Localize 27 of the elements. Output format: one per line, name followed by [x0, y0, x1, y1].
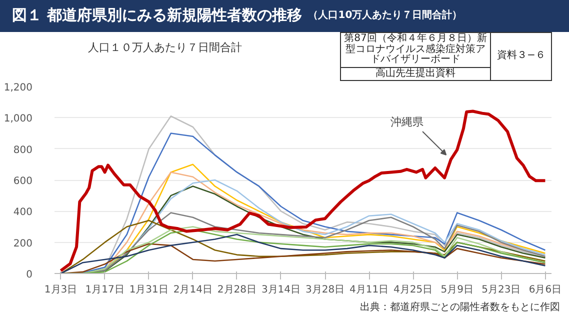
- y-tick-label: 400: [13, 207, 33, 218]
- chart-title: 図１ 都道府県別にみる新規陽性者数の推移: [11, 5, 302, 26]
- source-note: 出典：都道府県ごとの陽性者数をもとに作図: [359, 301, 560, 315]
- text: 第87回（令和４年６月８日）新型コロナウイルス感染症対策アドバイザリーボード: [340, 32, 490, 67]
- x-tick-label: 1月17日: [85, 284, 124, 296]
- x-tick-label: 4月11日: [350, 284, 389, 296]
- chart-subtitle: （人口10万人あたり７日間合計）: [307, 8, 462, 23]
- y-tick-label: 1,200: [4, 82, 33, 94]
- x-tick-label: 3月28日: [305, 284, 345, 296]
- y-tick-label: 0: [26, 270, 33, 280]
- x-tick-label: 1月31日: [129, 284, 168, 296]
- x-tick-label: 5月23日: [482, 284, 521, 296]
- y-tick-label: 1,000: [4, 114, 33, 125]
- y-tick-label: 800: [13, 144, 33, 156]
- x-tick-label: 1月3日: [44, 284, 78, 296]
- y-tick-label: 600: [13, 176, 33, 187]
- x-tick-label: 5月9日: [440, 284, 474, 296]
- text: 資料３−６: [490, 32, 552, 80]
- x-tick-label: 3月14日: [261, 284, 301, 296]
- x-tick-label: 2月14日: [173, 284, 212, 296]
- x-tick-label: 4月25日: [394, 284, 433, 296]
- x-tick-label: 6月6日: [528, 284, 562, 296]
- annotation: 沖縄県: [390, 115, 424, 128]
- y-tick-label: 200: [13, 238, 33, 250]
- x-tick-label: 2月28日: [217, 284, 256, 296]
- text: 高山先生提出資料: [340, 67, 490, 80]
- text: 人口１０万人あたり７日間合計: [87, 40, 243, 56]
